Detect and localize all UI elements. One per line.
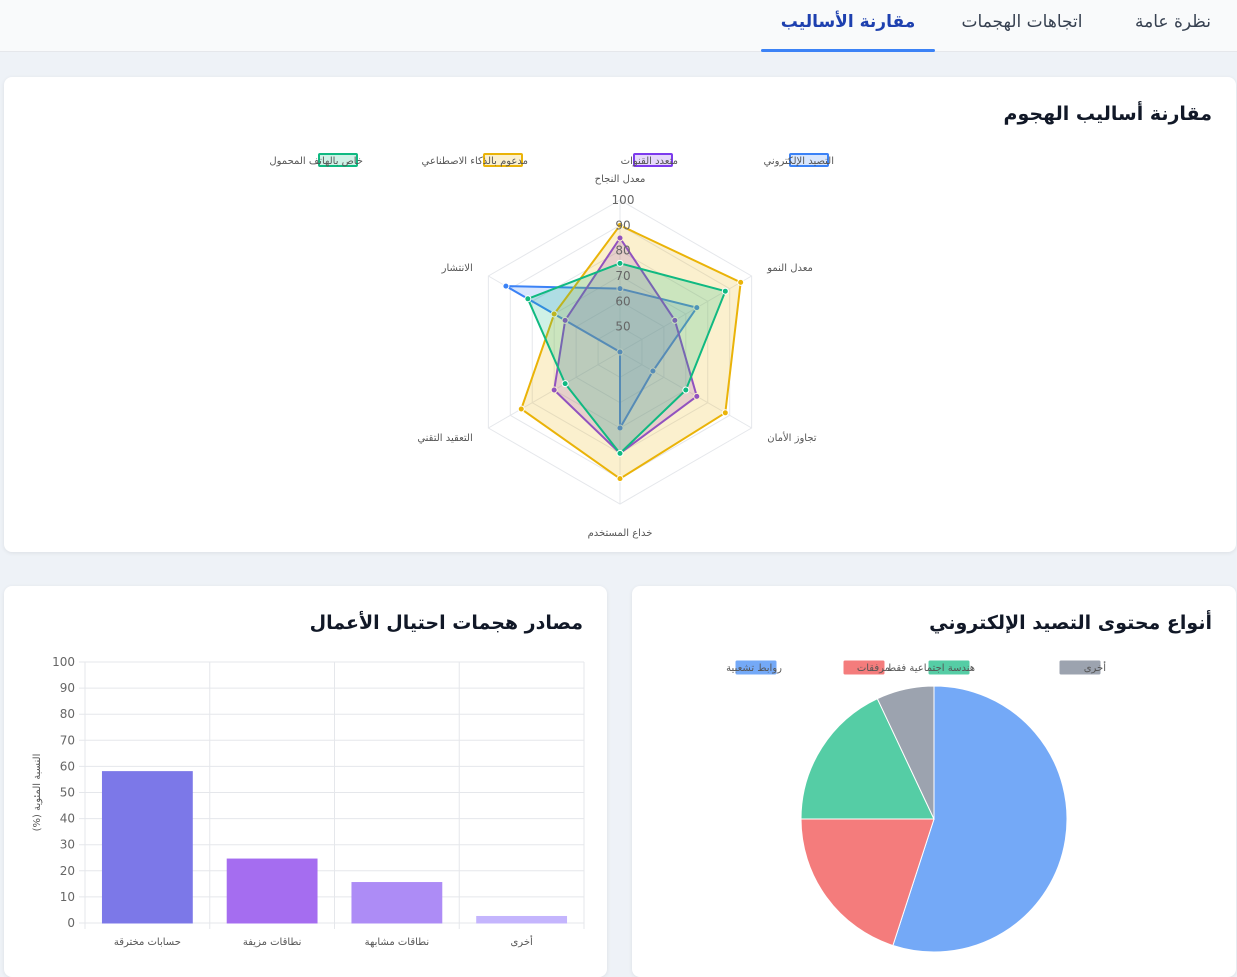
tabs-bar: نظرة عامة اتجاهات الهجمات مقارنة الأسالي… xyxy=(0,0,1237,52)
radar-point xyxy=(616,221,624,229)
y-tick-label: 100 xyxy=(52,655,75,669)
legend-label: خاص بالهاتف المحمول xyxy=(269,156,363,167)
y-axis-label: النسبة المئوية (%) xyxy=(32,754,43,832)
y-tick-label: 50 xyxy=(60,786,75,800)
radar-point xyxy=(524,295,532,303)
legend-label: هندسة اجتماعية فقط xyxy=(887,663,975,674)
radar-card: مقارنة أساليب الهجوم التصيد الإلكتروني مت… xyxy=(4,77,1236,552)
x-tick-label: أخرى xyxy=(510,935,533,948)
radar-tick-label: 60 xyxy=(615,294,630,308)
legend-swatch xyxy=(633,153,673,167)
y-tick-label: 60 xyxy=(60,759,75,773)
radar-point xyxy=(616,259,624,267)
legend-swatch xyxy=(843,660,885,675)
legend-label: مدعوم بالذكاء الاصطناعي xyxy=(422,156,528,167)
x-tick-label: حسابات مخترقة xyxy=(114,937,181,948)
y-tick-label: 40 xyxy=(60,812,75,826)
radar-point xyxy=(616,285,624,293)
legend-swatch xyxy=(928,660,970,675)
radar-point xyxy=(693,392,701,400)
radar-point xyxy=(550,310,558,318)
radar-point xyxy=(721,409,729,417)
tab-attack-trends[interactable]: اتجاهات الهجمات xyxy=(961,12,1083,32)
pie-card-title: أنواع محتوى التصيد الإلكتروني xyxy=(929,612,1212,634)
radar-point xyxy=(737,278,745,286)
radar-point xyxy=(671,316,679,324)
x-tick-label: نطاقات مزيفة xyxy=(243,937,302,948)
legend-item: هندسة اجتماعية فقط xyxy=(887,660,975,675)
y-tick-label: 90 xyxy=(60,681,75,695)
radar-spoke xyxy=(619,275,752,353)
radar-point xyxy=(616,424,624,432)
radar-axis-label: معدل النمو xyxy=(766,263,813,274)
y-tick-label: 80 xyxy=(60,707,75,721)
radar-point xyxy=(721,287,729,295)
radar-point xyxy=(517,405,525,413)
radar-point xyxy=(693,304,701,312)
radar-axis-label: التعقيد التقني xyxy=(417,433,472,444)
y-tick-label: 70 xyxy=(60,733,75,747)
pie-slice xyxy=(800,697,935,820)
pie-slice xyxy=(800,818,935,947)
radar-point xyxy=(649,367,657,375)
radar-point xyxy=(616,475,624,483)
radar-point xyxy=(616,449,624,457)
radar-point xyxy=(616,234,624,242)
legend-item: مدعوم بالذكاء الاصطناعي xyxy=(422,153,528,167)
bar xyxy=(351,882,443,924)
active-tab-indicator xyxy=(761,49,935,52)
radar-point xyxy=(550,386,558,394)
radar-point xyxy=(561,380,569,388)
legend-swatch xyxy=(483,153,523,167)
radar-point xyxy=(616,348,624,356)
legend-item: متعدد القنوات xyxy=(621,153,678,167)
legend-item: أخرى xyxy=(1059,660,1107,675)
radar-tick-label: 90 xyxy=(615,218,630,232)
pie-card: أنواع محتوى التصيد الإلكتروني روابط تشعب… xyxy=(632,586,1236,977)
radar-tick-label: 80 xyxy=(615,244,630,258)
radar-point xyxy=(682,386,690,394)
radar-axis-label: تجاوز الأمان xyxy=(767,431,817,444)
radar-tick-label: 50 xyxy=(615,320,630,334)
legend-item: خاص بالهاتف المحمول xyxy=(269,153,363,167)
pie-slice xyxy=(892,685,1068,953)
bar-chart: 0 10 20 30 40 50 60 70 80 90 100 حسابات مخترقة نطاقا… xyxy=(32,655,585,948)
legend-label: مرفقات xyxy=(857,663,890,674)
x-tick-label: نطاقات مشابهة xyxy=(365,937,430,948)
bar xyxy=(226,858,318,924)
pie-slice xyxy=(876,685,935,820)
y-tick-label: 0 xyxy=(67,916,75,930)
radar-tick-label: 100 xyxy=(612,193,635,207)
radar-axis-label: خداع المستخدم xyxy=(588,528,653,539)
legend-swatch xyxy=(735,660,777,675)
radar-point xyxy=(561,316,569,324)
radar-card-title: مقارنة أساليب الهجوم xyxy=(1003,103,1212,125)
legend-swatch xyxy=(318,153,358,167)
radar-point xyxy=(502,282,510,290)
bar xyxy=(476,915,568,924)
bar xyxy=(101,771,193,924)
radar-tick-label: 70 xyxy=(615,269,630,283)
legend-label: التصيد الإلكتروني xyxy=(764,156,835,167)
legend-swatch xyxy=(1059,660,1101,675)
tab-overview[interactable]: نظرة عامة xyxy=(1135,12,1211,32)
radar-axis-label: معدل النجاح xyxy=(595,174,646,185)
legend-label: أخرى xyxy=(1084,661,1107,674)
bar-card-title: مصادر هجمات احتيال الأعمال xyxy=(309,612,583,634)
radar-axis-label: الانتشار xyxy=(441,263,473,274)
y-tick-label: 30 xyxy=(60,838,75,852)
tab-methods-comparison-label: مقارنة الأساليب xyxy=(780,12,916,32)
legend-item: روابط تشعبية xyxy=(726,660,782,675)
y-tick-label: 10 xyxy=(60,890,75,904)
legend-label: متعدد القنوات xyxy=(621,156,678,167)
tab-methods-comparison[interactable]: مقارنة الأساليب xyxy=(761,0,935,52)
legend-swatch xyxy=(789,153,829,167)
legend-item: مرفقات xyxy=(843,660,890,675)
legend-label: روابط تشعبية xyxy=(726,663,782,674)
y-tick-label: 20 xyxy=(60,864,75,878)
legend-item: التصيد الإلكتروني xyxy=(764,153,835,167)
radar-chart: التصيد الإلكتروني متعدد القنوات مدعوم بالذ… xyxy=(269,153,835,539)
bar-card: مصادر هجمات احتيال الأعمال 0 10 20 30 40 50 60… xyxy=(4,586,607,977)
